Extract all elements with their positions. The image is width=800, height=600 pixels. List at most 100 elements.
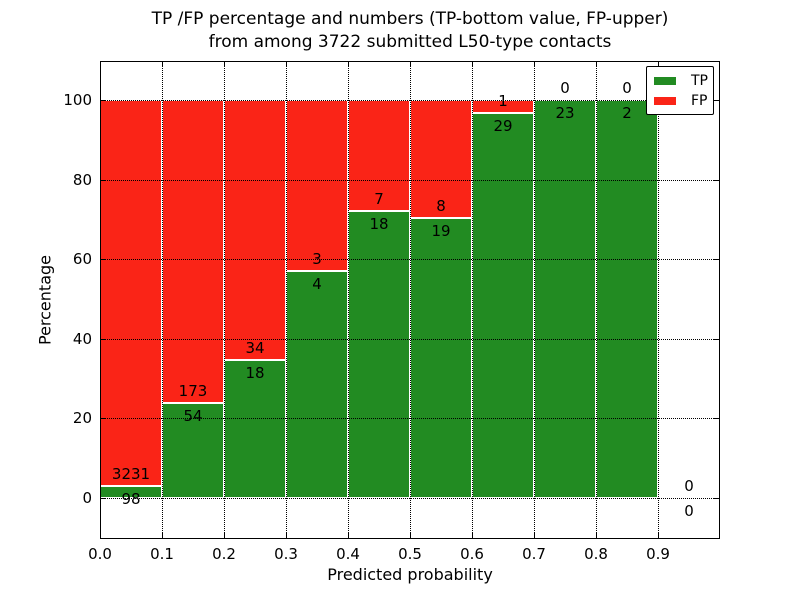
gridline-vertical [596, 61, 597, 539]
gridline-vertical [534, 61, 535, 539]
x-tick-mark-bottom [719, 533, 720, 538]
x-tick-label: 0.0 [88, 545, 112, 563]
x-tick-mark-top [100, 62, 101, 67]
gridline-vertical [472, 61, 473, 539]
x-tick-label: 0.8 [584, 545, 608, 563]
bar-segment-fp [224, 100, 286, 360]
bar-segment-fp [286, 100, 348, 271]
legend-label-fp: FP [691, 93, 708, 109]
x-tick-mark-bottom [100, 533, 101, 538]
bar-segment-tp [348, 211, 410, 498]
legend-swatch-tp-icon [654, 77, 676, 85]
x-tick-mark-top [596, 62, 597, 67]
x-tick-mark-bottom [596, 533, 597, 538]
y-tick-mark-right [714, 418, 719, 420]
gridline-vertical [348, 61, 349, 539]
x-tick-mark-bottom [534, 533, 535, 538]
gridline-horizontal [100, 418, 720, 420]
y-tick-mark-right [714, 179, 719, 181]
legend-item-tp: TP [647, 71, 713, 91]
bar-value-fp: 0 [684, 477, 694, 495]
y-tick-label: 100 [63, 91, 92, 109]
y-tick-mark-left [101, 418, 106, 420]
bar-value-tp: 54 [183, 407, 203, 425]
y-tick-mark-right [714, 100, 719, 101]
legend-item-fp: FP [647, 91, 713, 111]
x-tick-mark-top [658, 62, 659, 67]
x-tick-mark-bottom [410, 533, 411, 538]
bar-segment-tp [596, 100, 658, 498]
bar-value-fp: 3231 [111, 465, 151, 483]
bar-value-fp: 7 [374, 190, 384, 208]
gridline-horizontal [100, 338, 720, 340]
gridline-vertical [410, 61, 411, 539]
bar-value-fp: 0 [622, 79, 632, 97]
x-tick-label: 0.4 [336, 545, 360, 563]
gridline-vertical [286, 61, 287, 539]
gridline-horizontal [100, 100, 720, 101]
bar-segment-fp [348, 100, 410, 211]
gridline-vertical [162, 61, 163, 539]
x-tick-mark-bottom [472, 533, 473, 538]
bar-segment-tp [534, 100, 596, 498]
y-tick-mark-right [714, 338, 719, 340]
bar-segment-fp [100, 100, 162, 486]
bar-value-fp: 8 [436, 197, 446, 215]
bar-value-tp: 98 [121, 490, 141, 508]
x-tick-mark-bottom [658, 533, 659, 538]
bar-value-tp: 18 [369, 215, 389, 233]
bar-value-tp: 2 [622, 104, 632, 122]
y-tick-label: 0 [82, 489, 92, 507]
gridline-horizontal [100, 259, 720, 261]
gridline-vertical [658, 61, 659, 539]
y-tick-mark-left [101, 179, 106, 181]
bar-segment-tp [224, 360, 286, 498]
y-tick-label: 20 [72, 409, 92, 428]
y-tick-label: 40 [72, 329, 92, 348]
legend-swatch-fp-icon [654, 97, 676, 105]
x-tick-mark-bottom [286, 533, 287, 538]
x-tick-mark-top [224, 62, 225, 67]
bar-value-tp: 0 [684, 502, 694, 520]
x-tick-label: 0.5 [398, 545, 422, 563]
x-tick-label: 0.6 [460, 545, 484, 563]
legend: TP FP [646, 66, 714, 115]
x-tick-mark-top [348, 62, 349, 67]
bar-value-fp: 0 [560, 79, 570, 97]
chart-title-line1: TP /FP percentage and numbers (TP-bottom… [151, 9, 669, 29]
x-tick-label: 0.3 [274, 545, 298, 563]
gridline-horizontal [100, 498, 720, 499]
bar-segment-fp [162, 100, 224, 403]
bar-value-fp: 173 [178, 382, 208, 400]
x-tick-mark-top [534, 62, 535, 67]
gridline-vertical [224, 61, 225, 539]
bar-value-tp: 19 [431, 222, 451, 240]
chart-title: TP /FP percentage and numbers (TP-bottom… [100, 8, 720, 54]
y-tick-mark-left [101, 259, 106, 261]
x-tick-mark-bottom [348, 533, 349, 538]
x-tick-mark-top [472, 62, 473, 67]
y-tick-label: 60 [72, 250, 92, 269]
x-tick-label: 0.2 [212, 545, 236, 563]
bar-value-tp: 29 [493, 117, 513, 135]
x-tick-label: 0.7 [522, 545, 546, 563]
x-tick-mark-top [286, 62, 287, 67]
x-tick-mark-top [162, 62, 163, 67]
bar-value-tp: 23 [555, 104, 575, 122]
bar-value-fp: 3 [312, 250, 322, 268]
x-tick-label: 0.9 [646, 545, 670, 563]
bar-value-tp: 18 [245, 364, 265, 382]
legend-label-tp: TP [691, 73, 708, 89]
plot-area: 3231 98 173 54 34 18 3 4 7 18 8 19 1 29 0 23 0 2 0 0 [100, 61, 720, 539]
bar-value-fp: 34 [245, 339, 265, 357]
chart-title-line2: from among 3722 submitted L50-type conta… [208, 32, 612, 52]
y-tick-label: 80 [72, 170, 92, 189]
x-axis-label: Predicted probability [327, 565, 493, 584]
bar-segment-tp [472, 113, 534, 498]
y-tick-mark-left [101, 338, 106, 340]
y-tick-mark-left [101, 100, 106, 101]
y-tick-mark-right [714, 259, 719, 261]
y-tick-mark-left [101, 498, 106, 499]
bar-value-fp: 1 [498, 92, 508, 110]
x-tick-mark-top [410, 62, 411, 67]
